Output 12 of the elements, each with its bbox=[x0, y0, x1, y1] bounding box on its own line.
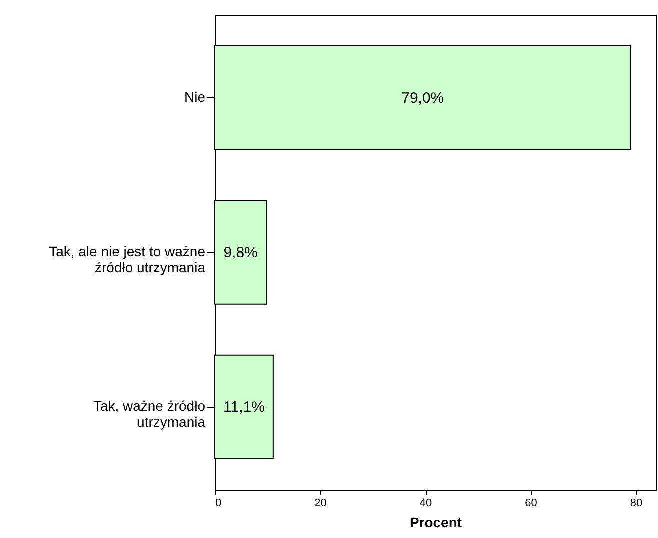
x-tick-label: 0 bbox=[216, 498, 222, 510]
x-tick-label: 40 bbox=[420, 498, 432, 510]
x-tick-label: 80 bbox=[630, 498, 643, 510]
x-tick-label: 60 bbox=[525, 498, 538, 510]
x-axis-title: Procent bbox=[410, 514, 462, 530]
data-label: 11,1% bbox=[223, 399, 265, 416]
x-tick-label: 20 bbox=[314, 498, 327, 510]
y-tick-label: Tak, ale nie jest to ważne źródło utrzymania bbox=[49, 244, 206, 276]
data-label: 9,8% bbox=[224, 244, 258, 262]
y-tick-label: Nie bbox=[184, 88, 206, 105]
data-label: 79,0% bbox=[402, 90, 444, 107]
y-tick-label: Tak, ważne źródło utrzymania bbox=[93, 398, 206, 430]
